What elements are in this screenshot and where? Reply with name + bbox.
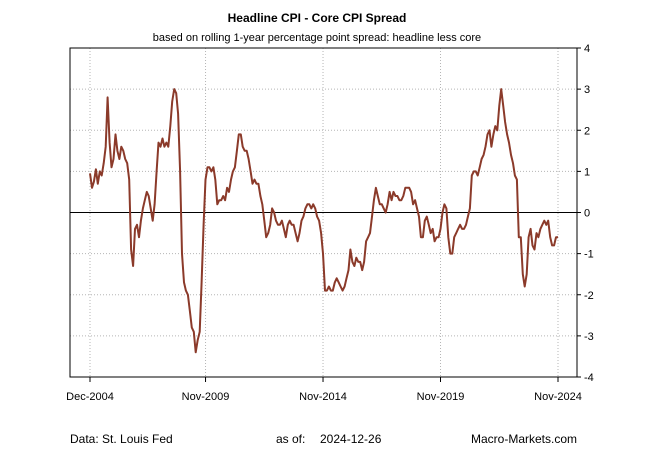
footer-brand: Macro-Markets.com — [471, 432, 577, 446]
y-tick-label: -4 — [584, 372, 594, 384]
chart-title: Headline CPI - Core CPI Spread — [228, 11, 407, 25]
y-tick-label: 0 — [584, 208, 590, 220]
y-tick-label: 1 — [584, 166, 590, 178]
y-tick-label: -3 — [584, 331, 594, 343]
x-tick-label: Dec-2004 — [66, 391, 114, 403]
footer-asof-label: as of: — [276, 432, 305, 446]
series-group — [89, 88, 558, 354]
x-axis: Dec-2004 Nov-2009 Nov-2014 Nov-2019 Nov-2024 — [66, 377, 582, 403]
footer-source: Data: St. Louis Fed — [70, 432, 173, 446]
y-axis: 4 3 2 1 0 -1 -2 -3 -4 — [577, 43, 594, 384]
x-tick-label: Nov-2024 — [534, 391, 582, 403]
x-tick-label: Nov-2009 — [182, 391, 230, 403]
y-tick-label: 3 — [584, 84, 590, 96]
y-tick-label: -2 — [584, 290, 594, 302]
x-tick-label: Nov-2019 — [417, 391, 465, 403]
series-line — [89, 88, 558, 354]
y-tick-label: 2 — [584, 125, 590, 137]
chart-subtitle: based on rolling 1-year percentage point… — [153, 32, 481, 44]
footer-asof-date: 2024-12-26 — [320, 432, 382, 446]
y-tick-label: -1 — [584, 249, 594, 261]
y-tick-label: 4 — [584, 43, 590, 55]
x-tick-label: Nov-2014 — [299, 391, 347, 403]
